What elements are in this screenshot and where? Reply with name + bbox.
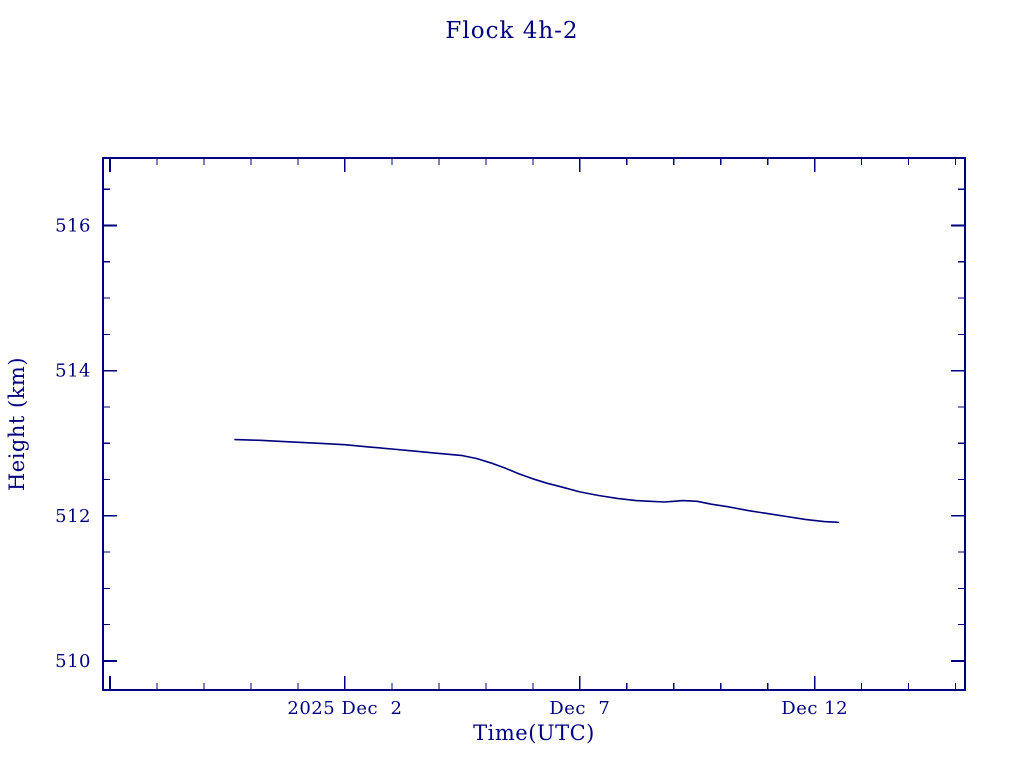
y-tick-label: 512 [55, 506, 91, 527]
data-series-line [234, 438, 840, 524]
x-tick-label: 2025 Dec 2 [287, 698, 402, 719]
x-axis-title: Time(UTC) [473, 721, 595, 745]
x-tick-labels: 2025 Dec 2 Dec 7 Dec 12 [287, 698, 848, 719]
y-tick-labels: 510 512 514 516 [55, 215, 91, 672]
y-tick-label: 514 [55, 361, 91, 382]
axis-ticks [103, 158, 965, 690]
x-tick-label: Dec 7 [549, 698, 610, 719]
chart-title: Flock 4h-2 [445, 18, 578, 44]
plot-area-border [102, 157, 966, 691]
x-tick-label: Dec 12 [781, 698, 848, 719]
y-tick-label: 510 [55, 651, 91, 672]
y-tick-label: 516 [55, 215, 91, 236]
y-axis-title: Height (km) [5, 357, 29, 491]
